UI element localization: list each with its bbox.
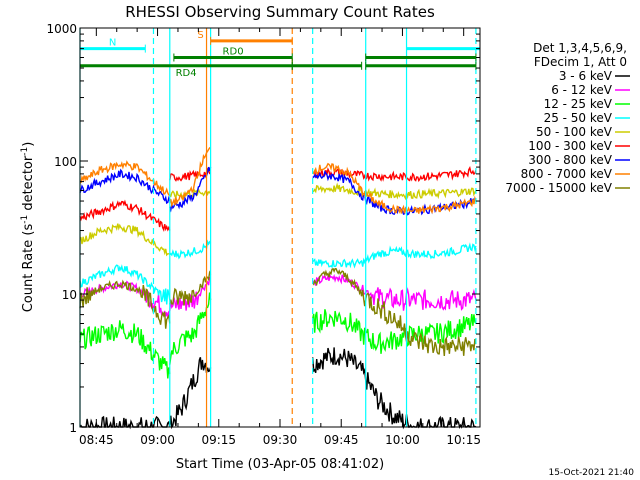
series-line	[312, 182, 477, 201]
flag-n: N	[79, 38, 481, 53]
series-line	[312, 170, 477, 216]
legend-label-25-50-kev: 25 - 50 keV	[544, 111, 613, 125]
series-line	[79, 168, 171, 205]
plot-area: N S RD0 RD4 1 10 100 1000 08:45 09:00 09:15 09:30…	[46, 22, 481, 447]
flag-s: S	[197, 30, 293, 45]
x-tick-label: 10:00	[385, 433, 420, 447]
series-line	[79, 320, 171, 379]
y-label-sup-1: -1	[20, 215, 30, 224]
series-line	[169, 276, 212, 311]
legend-label-6-12-kev: 6 - 12 keV	[551, 83, 613, 97]
series-line	[169, 239, 212, 260]
flag-label-n: N	[109, 38, 116, 49]
x-axis: 08:45 09:00 09:15 09:30 09:45 10:00 10:15	[79, 28, 481, 447]
x-tick-label: 09:30	[263, 433, 298, 447]
series-line	[79, 160, 171, 197]
x-tick-label: 09:45	[324, 433, 359, 447]
y-label-part-2: detector	[21, 155, 36, 215]
series-line	[79, 264, 171, 305]
footer-date: 15-Oct-2021 21:40	[549, 468, 635, 478]
flag-rd4: RD4	[79, 61, 477, 79]
y-axis-label: Count Rate (s-1 detector-1)	[20, 142, 36, 313]
series-line	[312, 267, 477, 357]
series-line	[79, 279, 171, 329]
legend-header-line-2: FDecim 1, Att 0	[534, 55, 627, 69]
flag-bars: N S RD0 RD4	[79, 30, 481, 79]
y-tick-label: 1000	[46, 22, 77, 36]
series-12-25-kev	[79, 292, 477, 379]
y-label-sup-2: -1	[20, 147, 30, 156]
legend-label-300-800-kev: 300 - 800 keV	[528, 153, 612, 167]
series-line	[169, 147, 211, 208]
y-label-part-1: Count Rate (s	[21, 224, 36, 313]
flag-label-rd4: RD4	[176, 68, 197, 79]
series-line	[312, 273, 477, 311]
series-line	[169, 167, 212, 182]
series-line	[312, 309, 477, 354]
x-tick-label: 09:15	[201, 433, 236, 447]
legend: Det 1,3,4,5,6,9, FDecim 1, Att 0 3 - 6 k…	[505, 41, 630, 195]
legend-label-50-100-kev: 50 - 100 keV	[536, 125, 613, 139]
y-label-part-3: )	[21, 142, 36, 147]
series-line	[169, 357, 212, 430]
series-line	[312, 162, 477, 215]
plot-background	[80, 28, 480, 427]
series-800-7000-kev	[79, 147, 477, 215]
legend-label-3-6-kev: 3 - 6 keV	[559, 69, 613, 83]
flag-rd0: RD0	[173, 47, 477, 62]
vertical-markers	[79, 28, 477, 427]
chart-title: RHESSI Observing Summary Count Rates	[125, 3, 435, 21]
y-tick-label: 100	[54, 155, 77, 169]
legend-label-7000-15000-kev: 7000 - 15000 keV	[505, 181, 612, 195]
legend-label-12-25-kev: 12 - 25 keV	[544, 97, 613, 111]
x-tick-label: 10:15	[446, 433, 481, 447]
y-tick-label: 1	[69, 421, 77, 435]
series-line	[312, 242, 477, 269]
legend-label-800-7000-kev: 800 - 7000 keV	[521, 167, 613, 181]
series-layer	[79, 147, 477, 430]
y-axis: 1 10 100 1000	[46, 22, 480, 435]
series-25-50-kev	[79, 239, 477, 305]
flag-label-rd0: RD0	[223, 47, 244, 58]
series-line	[169, 270, 212, 306]
flag-label-s: S	[197, 30, 203, 41]
series-line	[79, 223, 170, 257]
x-tick-label: 08:45	[79, 433, 114, 447]
x-tick-label: 09:00	[140, 433, 175, 447]
series-line	[312, 347, 477, 430]
x-axis-label: Start Time (03-Apr-05 08:41:02)	[176, 457, 384, 472]
series-7000-15000-kev	[79, 267, 477, 357]
series-line	[79, 199, 171, 232]
series-line	[169, 292, 212, 365]
y-tick-label: 10	[62, 288, 77, 302]
legend-header-line-1: Det 1,3,4,5,6,9,	[533, 41, 627, 55]
legend-label-100-300-kev: 100 - 300 keV	[528, 139, 612, 153]
